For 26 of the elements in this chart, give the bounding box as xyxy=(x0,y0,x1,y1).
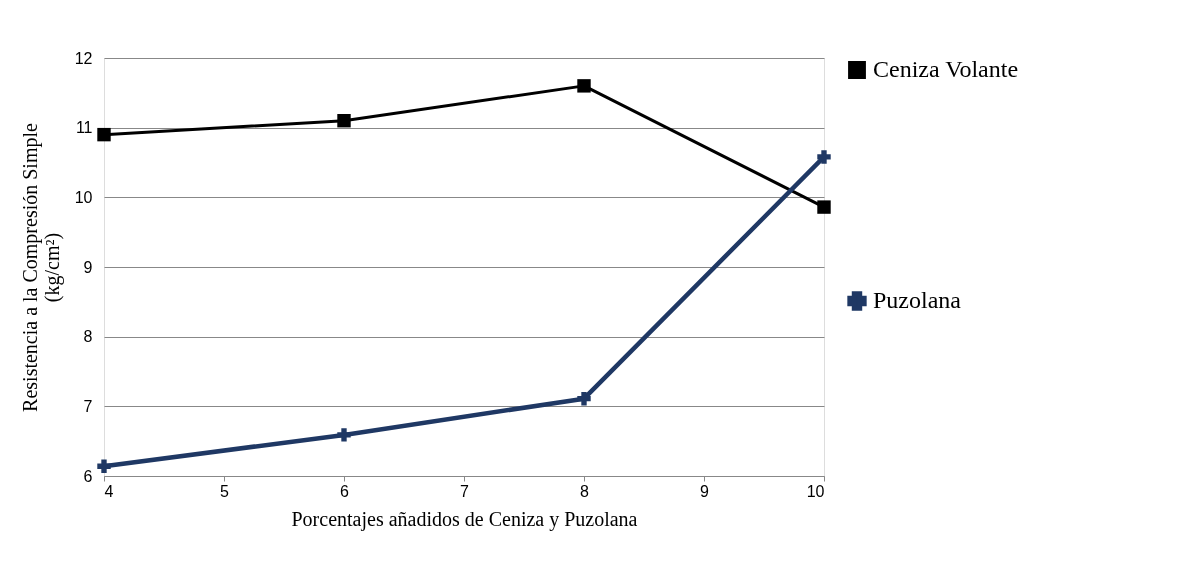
y-axis-title: Resistencia a la Compresión Simple (kg/cm²) xyxy=(18,122,64,412)
point xyxy=(817,150,831,164)
y-tick-label: 6 xyxy=(83,467,93,485)
y-tick-label: 8 xyxy=(83,328,93,346)
x-tick-label: 8 xyxy=(580,482,590,500)
x-tick-label: 7 xyxy=(460,482,470,500)
x-tick-label: 10 xyxy=(806,482,825,500)
y-tick-label: 10 xyxy=(74,188,93,206)
x-tick-label: 4 xyxy=(104,482,114,500)
y-tick-label: 12 xyxy=(74,49,93,67)
x-axis-title: Porcentajes añadidos de Ceniza y Puzolana xyxy=(291,507,638,531)
legend-label: Puzolana xyxy=(873,287,962,313)
point xyxy=(337,113,351,128)
x-tick-label: 9 xyxy=(700,482,710,500)
x-tick-label: 6 xyxy=(340,482,350,500)
point xyxy=(577,391,591,406)
y-tick-label: 9 xyxy=(83,258,93,276)
x-tick-label: 5 xyxy=(220,482,230,500)
point xyxy=(817,200,831,214)
y-tick-label: 11 xyxy=(75,119,93,137)
point xyxy=(97,459,111,473)
point xyxy=(97,127,111,142)
point xyxy=(577,79,591,93)
legend-label: Ceniza Volante xyxy=(873,56,1019,82)
point xyxy=(337,428,351,442)
y-tick-label: 7 xyxy=(83,397,93,415)
